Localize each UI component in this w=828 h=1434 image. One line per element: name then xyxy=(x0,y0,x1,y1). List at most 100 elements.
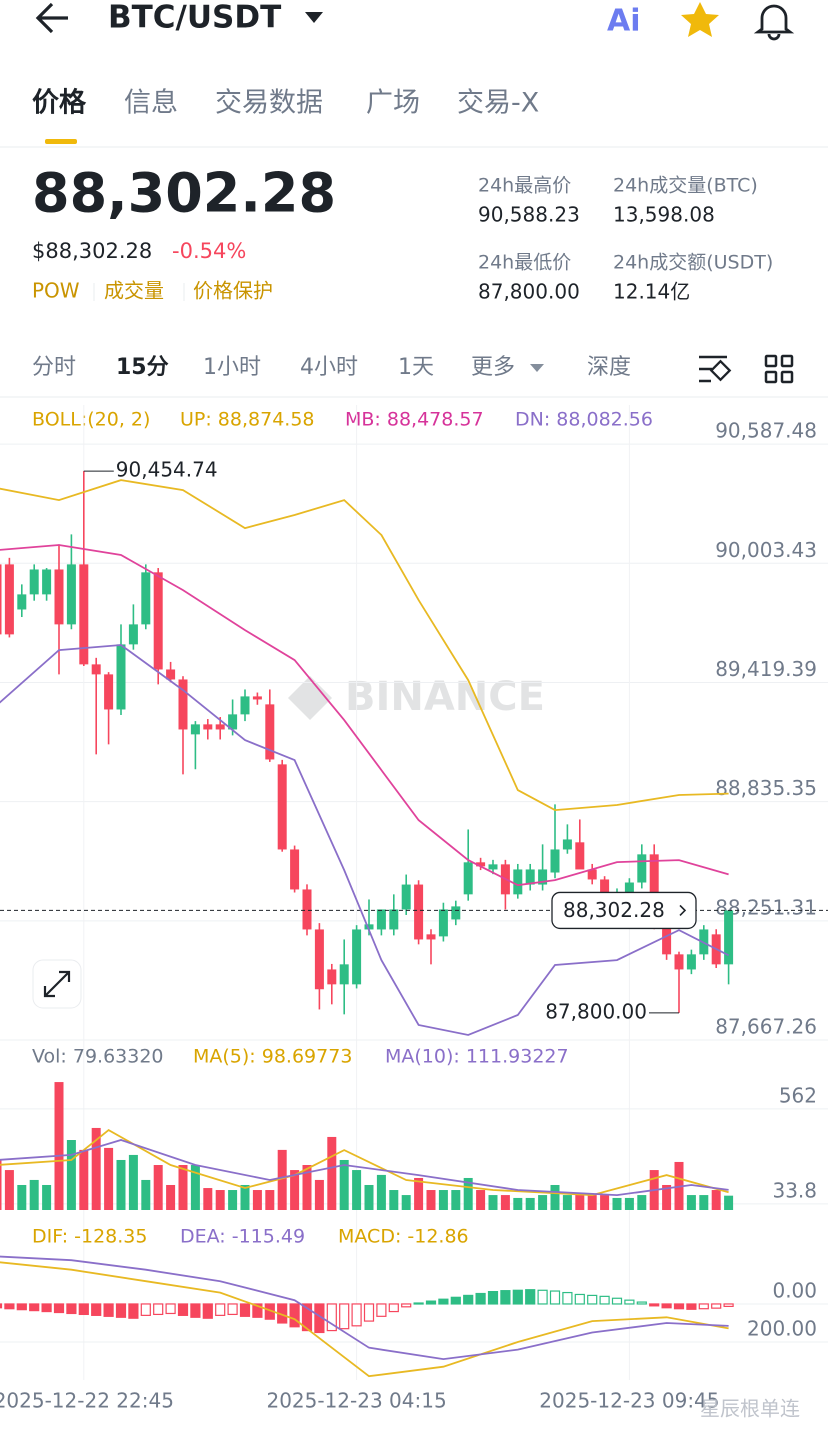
candle-body xyxy=(575,842,585,870)
volume-bar xyxy=(166,1184,176,1210)
volume-bar xyxy=(587,1195,597,1210)
interval-tab[interactable]: 15分 xyxy=(116,355,169,380)
indicator-legend: MA(10): 111.93227 xyxy=(385,1046,569,1068)
volume-bar xyxy=(265,1190,275,1210)
macd-bar xyxy=(29,1303,40,1312)
volume-bar xyxy=(190,1165,200,1210)
volume-bar xyxy=(525,1197,535,1210)
volume-bar xyxy=(624,1197,634,1210)
indicator-line xyxy=(0,544,729,887)
volume-bar xyxy=(463,1177,473,1210)
candle-body xyxy=(290,849,300,890)
tag[interactable]: POW xyxy=(32,279,80,303)
tag[interactable]: 价格保护 xyxy=(193,279,273,303)
candle-body xyxy=(463,862,473,895)
macd-bar xyxy=(215,1303,226,1316)
volume-bar xyxy=(550,1184,560,1210)
ai-icon[interactable]: Ai xyxy=(607,4,641,39)
macd-bar xyxy=(78,1303,89,1316)
interval-tab[interactable]: 4小时 xyxy=(300,355,358,380)
notification-bell[interactable] xyxy=(753,4,795,41)
tab[interactable]: 广场 xyxy=(366,88,420,119)
indicator-line xyxy=(0,1255,729,1361)
macd-bar xyxy=(4,1303,15,1310)
macd-bar xyxy=(537,1289,548,1305)
indicator-legend: Vol: 79.63320 xyxy=(32,1046,164,1068)
last-price-chevron[interactable] xyxy=(679,904,687,916)
macd-bar xyxy=(438,1298,449,1305)
macd-bar xyxy=(624,1299,635,1305)
annotation-label: 90,454.74 xyxy=(116,458,218,482)
macd-bar xyxy=(41,1303,52,1313)
pair-caret[interactable] xyxy=(305,12,323,23)
interval-tab[interactable]: 更多 xyxy=(471,355,515,380)
volume-bar xyxy=(438,1190,448,1210)
macd-bar xyxy=(301,1303,313,1332)
stat-value: 13,598.08 xyxy=(613,203,715,227)
volume-bar xyxy=(686,1195,696,1210)
macd-bar xyxy=(202,1303,213,1319)
tab[interactable]: 信息 xyxy=(124,88,178,119)
tab[interactable]: 交易-X xyxy=(457,88,539,119)
candle-body xyxy=(550,849,560,873)
macd-bar xyxy=(363,1303,375,1322)
interval-tab[interactable]: 分时 xyxy=(32,355,76,380)
macd-bar xyxy=(599,1295,610,1305)
interval-tab[interactable]: 1小时 xyxy=(203,355,261,380)
candle-body xyxy=(649,854,659,925)
macd-bar xyxy=(636,1301,647,1305)
indicator-legend: BOLL:(20, 2) xyxy=(32,409,150,431)
favorite-star[interactable] xyxy=(681,2,719,37)
usd-price: $88,302.28 xyxy=(32,239,152,263)
back-button[interactable] xyxy=(35,2,68,34)
settings-icon[interactable] xyxy=(709,359,732,382)
candle-body xyxy=(29,569,39,595)
last-price-label[interactable]: 88,302.28 xyxy=(563,898,665,922)
y-tick-label: 88,835.35 xyxy=(715,776,817,800)
macd-bar xyxy=(177,1303,189,1316)
macd-bar xyxy=(53,1303,65,1314)
volume-bar xyxy=(575,1192,585,1210)
more-caret[interactable] xyxy=(530,364,544,372)
pair-title[interactable]: BTC/USDT xyxy=(108,0,281,36)
indicator-line xyxy=(0,1139,729,1197)
macd-bar xyxy=(711,1303,722,1309)
macd-bar xyxy=(549,1290,561,1305)
candle-body xyxy=(190,724,200,735)
interval-tab[interactable]: 深度 xyxy=(587,355,631,380)
expand-icon[interactable] xyxy=(43,970,71,998)
candle-body xyxy=(265,704,275,760)
volume-bar xyxy=(302,1165,312,1210)
layout-icon[interactable] xyxy=(764,354,794,384)
x-tick-label: 2025-12-23 09:45 xyxy=(539,1389,719,1413)
last-price-box[interactable] xyxy=(551,891,697,930)
volume-bar xyxy=(314,1179,324,1210)
macd-bar xyxy=(140,1303,151,1316)
volume-bar xyxy=(215,1190,225,1210)
indicator-legend: MACD: -12.86 xyxy=(338,1226,469,1248)
candle-body xyxy=(513,869,523,895)
interval-tab[interactable]: 1天 xyxy=(398,355,434,380)
annotation-label: 87,800.00 xyxy=(545,999,647,1023)
tab[interactable]: 价格 xyxy=(32,88,87,119)
macd-bar xyxy=(115,1303,127,1318)
x-tick-label: 2025-12-23 04:15 xyxy=(266,1389,446,1413)
y-tick-label: 0.00 xyxy=(772,1278,817,1302)
candle-body xyxy=(538,869,548,885)
macd-bar xyxy=(475,1292,486,1305)
candle-body xyxy=(66,564,76,625)
volume-bar xyxy=(252,1190,262,1210)
tab[interactable]: 交易数据 xyxy=(215,88,323,119)
candle-body xyxy=(364,924,374,930)
indicator-legend: UP: 88,874.58 xyxy=(180,409,315,431)
settings-icon[interactable] xyxy=(699,355,727,383)
macd-bar xyxy=(190,1303,201,1318)
last-price: 88,302.28 xyxy=(32,162,336,225)
tag[interactable]: 成交量 xyxy=(104,279,164,303)
volume-bar xyxy=(4,1170,14,1210)
indicator-line xyxy=(0,1261,729,1378)
volume-bar xyxy=(203,1188,213,1210)
candle-body xyxy=(674,954,684,970)
volume-bar xyxy=(66,1140,76,1210)
